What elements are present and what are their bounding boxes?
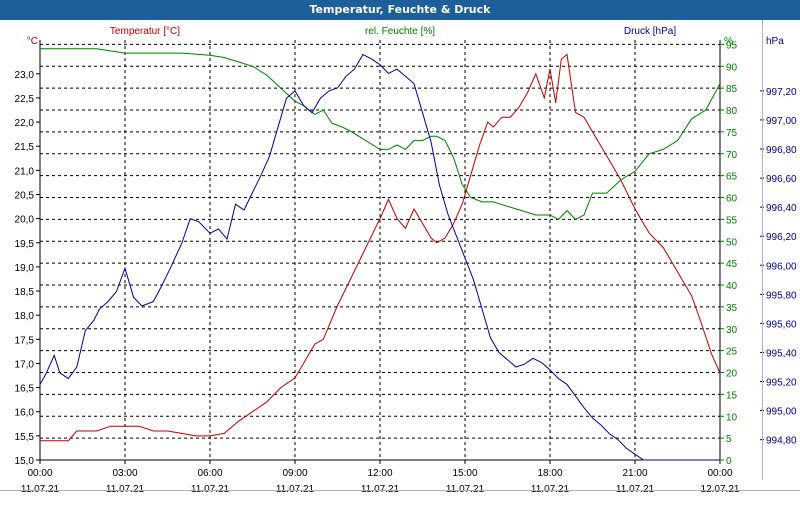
window-title: Temperatur, Feuchte & Druck	[0, 0, 800, 20]
pressure-tick-label: 995,20	[766, 378, 797, 389]
x-tick-label-date: 11.07.21	[361, 484, 400, 495]
temperature-tick-label: 15,0	[15, 456, 35, 467]
temperature-tick-label: 15,5	[15, 432, 35, 443]
x-tick-label-time: 21:00	[622, 468, 647, 479]
pressure-tick-label: 995,00	[766, 407, 797, 418]
temperature-tick-label: 21,0	[15, 166, 35, 177]
temperature-tick-label: 19,5	[15, 239, 35, 250]
humidity-tick-label: 35	[726, 303, 738, 314]
pressure-tick-label: 997,00	[766, 116, 797, 127]
humidity-tick-label: 30	[726, 325, 738, 336]
pressure-tick-label: 996,00	[766, 261, 797, 272]
grid-layer	[39, 40, 721, 461]
x-tick-label-date: 11.07.21	[106, 484, 145, 495]
humidity-axis-header: rel. Feuchte [%]	[365, 26, 435, 37]
temperature-tick-label: 19,0	[15, 263, 35, 274]
humidity-tick-label: 85	[726, 84, 738, 95]
pressure-tick-label: 996,40	[766, 203, 797, 214]
pressure-tick-label: 995,60	[766, 319, 797, 330]
temperature-unit-label: °C	[27, 36, 38, 47]
x-tick-label-date: 11.07.21	[276, 484, 315, 495]
humidity-tick-label: 10	[726, 412, 738, 423]
x-tick-label-time: 00:00	[27, 468, 52, 479]
humidity-tick-label: 40	[726, 281, 738, 292]
temperature-tick-label: 17,0	[15, 359, 35, 370]
x-tick-label-date: 11.07.21	[531, 484, 570, 495]
x-tick-label-date: 11.07.21	[191, 484, 230, 495]
x-tick-label-date: 11.07.21	[21, 484, 60, 495]
x-tick-label-time: 15:00	[452, 468, 477, 479]
chart-frame: 00:00 11.07.21 03:00 11.07.21 06:00 11.07.21 0…	[0, 20, 800, 500]
axes-layer	[36, 40, 764, 464]
humidity-tick-label: 70	[726, 150, 738, 161]
humidity-tick-label: 90	[726, 62, 738, 73]
x-tick-label-date: 11.07.21	[616, 484, 655, 495]
humidity-tick-label: 80	[726, 106, 738, 117]
pressure-tick-label: 996,20	[766, 232, 797, 243]
humidity-series-line	[40, 48, 721, 221]
x-tick-label-time: 06:00	[197, 468, 222, 479]
temperature-tick-label: 18,0	[15, 311, 35, 322]
humidity-tick-label: 95	[726, 40, 738, 51]
pressure-tick-label: 996,80	[766, 145, 797, 156]
humidity-unit-label: %	[724, 36, 733, 47]
temperature-tick-label: 23,0	[15, 70, 35, 81]
temperature-tick-label: 16,0	[15, 408, 35, 419]
pressure-tick-label: 997,20	[766, 87, 797, 98]
x-tick-label-time: 09:00	[282, 468, 307, 479]
pressure-tick-label: 995,80	[766, 290, 797, 301]
temperature-tick-label: 22,5	[15, 94, 35, 105]
humidity-tick-label: 5	[726, 434, 732, 445]
humidity-tick-label: 25	[726, 347, 738, 358]
x-tick-label-time: 03:00	[112, 468, 137, 479]
humidity-tick-label: 60	[726, 194, 738, 205]
temperature-tick-label: 21,5	[15, 142, 35, 153]
x-tick-label-date: 11.07.21	[446, 484, 485, 495]
humidity-tick-label: 15	[726, 390, 738, 401]
temperature-tick-label: 17,5	[15, 335, 35, 346]
bottom-panel-border	[0, 490, 800, 500]
chart-svg: 00:00 11.07.21 03:00 11.07.21 06:00 11.07.21 0…	[15, 26, 797, 495]
temperature-tick-label: 18,5	[15, 287, 35, 298]
pressure-tick-label: 994,80	[766, 436, 797, 447]
temperature-series-line	[40, 53, 721, 442]
temperature-tick-label: 22,0	[15, 118, 35, 129]
temperature-axis-header: Temperatur [°C]	[110, 26, 180, 37]
humidity-tick-label: 45	[726, 259, 738, 270]
humidity-tick-label: 0	[726, 456, 732, 467]
temperature-tick-label: 20,0	[15, 215, 35, 226]
pressure-unit-label: hPa	[766, 36, 784, 47]
humidity-tick-label: 65	[726, 172, 738, 183]
pressure-tick-label: 996,60	[766, 174, 797, 185]
humidity-tick-label: 75	[726, 128, 738, 139]
temperature-tick-label: 16,5	[15, 384, 35, 395]
humidity-tick-label: 50	[726, 237, 738, 248]
temperature-tick-label: 20,5	[15, 190, 35, 201]
humidity-tick-label: 55	[726, 215, 738, 226]
labels-layer: 00:00 11.07.21 03:00 11.07.21 06:00 11.07.21 0…	[15, 26, 797, 495]
x-tick-label-time: 12:00	[367, 468, 392, 479]
pressure-axis-header: Druck [hPa]	[624, 26, 676, 37]
x-tick-label-date: 12.07.21	[701, 484, 740, 495]
x-tick-label-time: 18:00	[537, 468, 562, 479]
humidity-tick-label: 20	[726, 369, 738, 380]
right-panel-border	[762, 20, 800, 480]
series-layer	[39, 48, 721, 461]
pressure-series-line	[39, 53, 720, 461]
x-tick-label-time: 00:00	[707, 468, 732, 479]
pressure-tick-label: 995,40	[766, 348, 797, 359]
